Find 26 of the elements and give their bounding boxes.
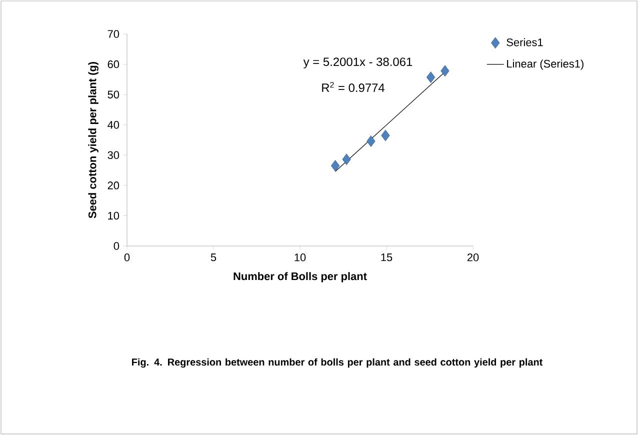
point: [440, 65, 450, 77]
y-tick-label: 20: [108, 182, 120, 190]
x-tick-label: 20: [467, 254, 479, 262]
x-tick-label: 10: [294, 254, 306, 262]
annotation: y = 5.2001x - 38.061: [303, 58, 412, 68]
point: [366, 135, 376, 147]
x-tick-label: 15: [381, 254, 392, 262]
caption: Fig. 4. Regression between number of bolls per plant and seed cotton yield per plant: [132, 358, 543, 368]
point: [381, 130, 390, 142]
y-tick-label: 70: [108, 30, 120, 38]
legend-label: Series1: [506, 38, 543, 46]
y-tick-label: 50: [108, 90, 120, 98]
y-tick-label: 30: [108, 151, 120, 160]
y-axis-title: Seed cotton yield per plant (g): [88, 62, 98, 218]
y-tick-label: 40: [108, 120, 120, 129]
y-tick-label: 0: [114, 242, 120, 250]
point: [330, 160, 340, 172]
x-tick-label: 0: [124, 254, 130, 262]
y-tick-label: 10: [108, 212, 120, 220]
annotation: R$^{2}$ = 0.9774: [322, 82, 385, 92]
x-axis-title: Number of Bolls per plant: [234, 272, 367, 282]
point: [426, 72, 436, 83]
x-tick-label: 5: [210, 254, 216, 262]
y-tick-label: 60: [108, 60, 120, 68]
point: [342, 154, 351, 166]
legend-label: Linear (Series1): [507, 60, 584, 70]
